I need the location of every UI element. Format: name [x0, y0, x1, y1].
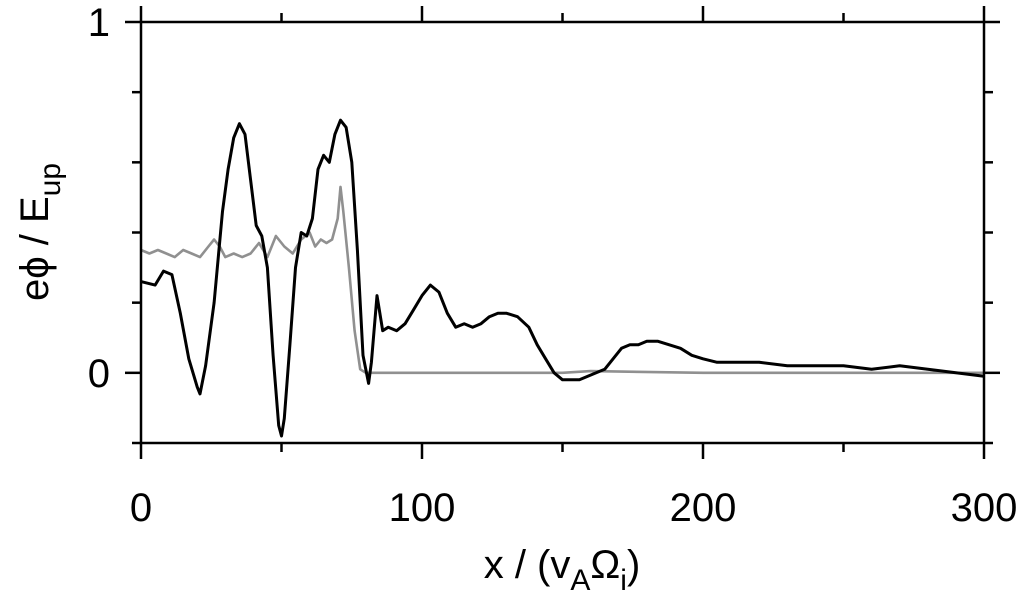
x-tick-label: 100 — [389, 486, 456, 530]
series-layer — [140, 118, 985, 438]
y-tick-label: 0 — [88, 352, 110, 396]
y-tick-label: 1 — [88, 1, 110, 45]
tick-labels: 0 100 200 300 0 1 — [88, 1, 1018, 530]
x-tick-label: 300 — [951, 486, 1018, 530]
plot-frame — [139, 20, 986, 445]
x-tick-label: 0 — [130, 486, 152, 530]
y-axis-title: eϕ / Eup — [13, 163, 67, 301]
series-line-2 — [140, 185, 984, 375]
ticks-layer — [125, 6, 1000, 459]
x-tick-label: 200 — [670, 486, 737, 530]
x-axis-title: x / (vAΩi) — [484, 543, 641, 594]
series-line-1 — [140, 118, 985, 438]
